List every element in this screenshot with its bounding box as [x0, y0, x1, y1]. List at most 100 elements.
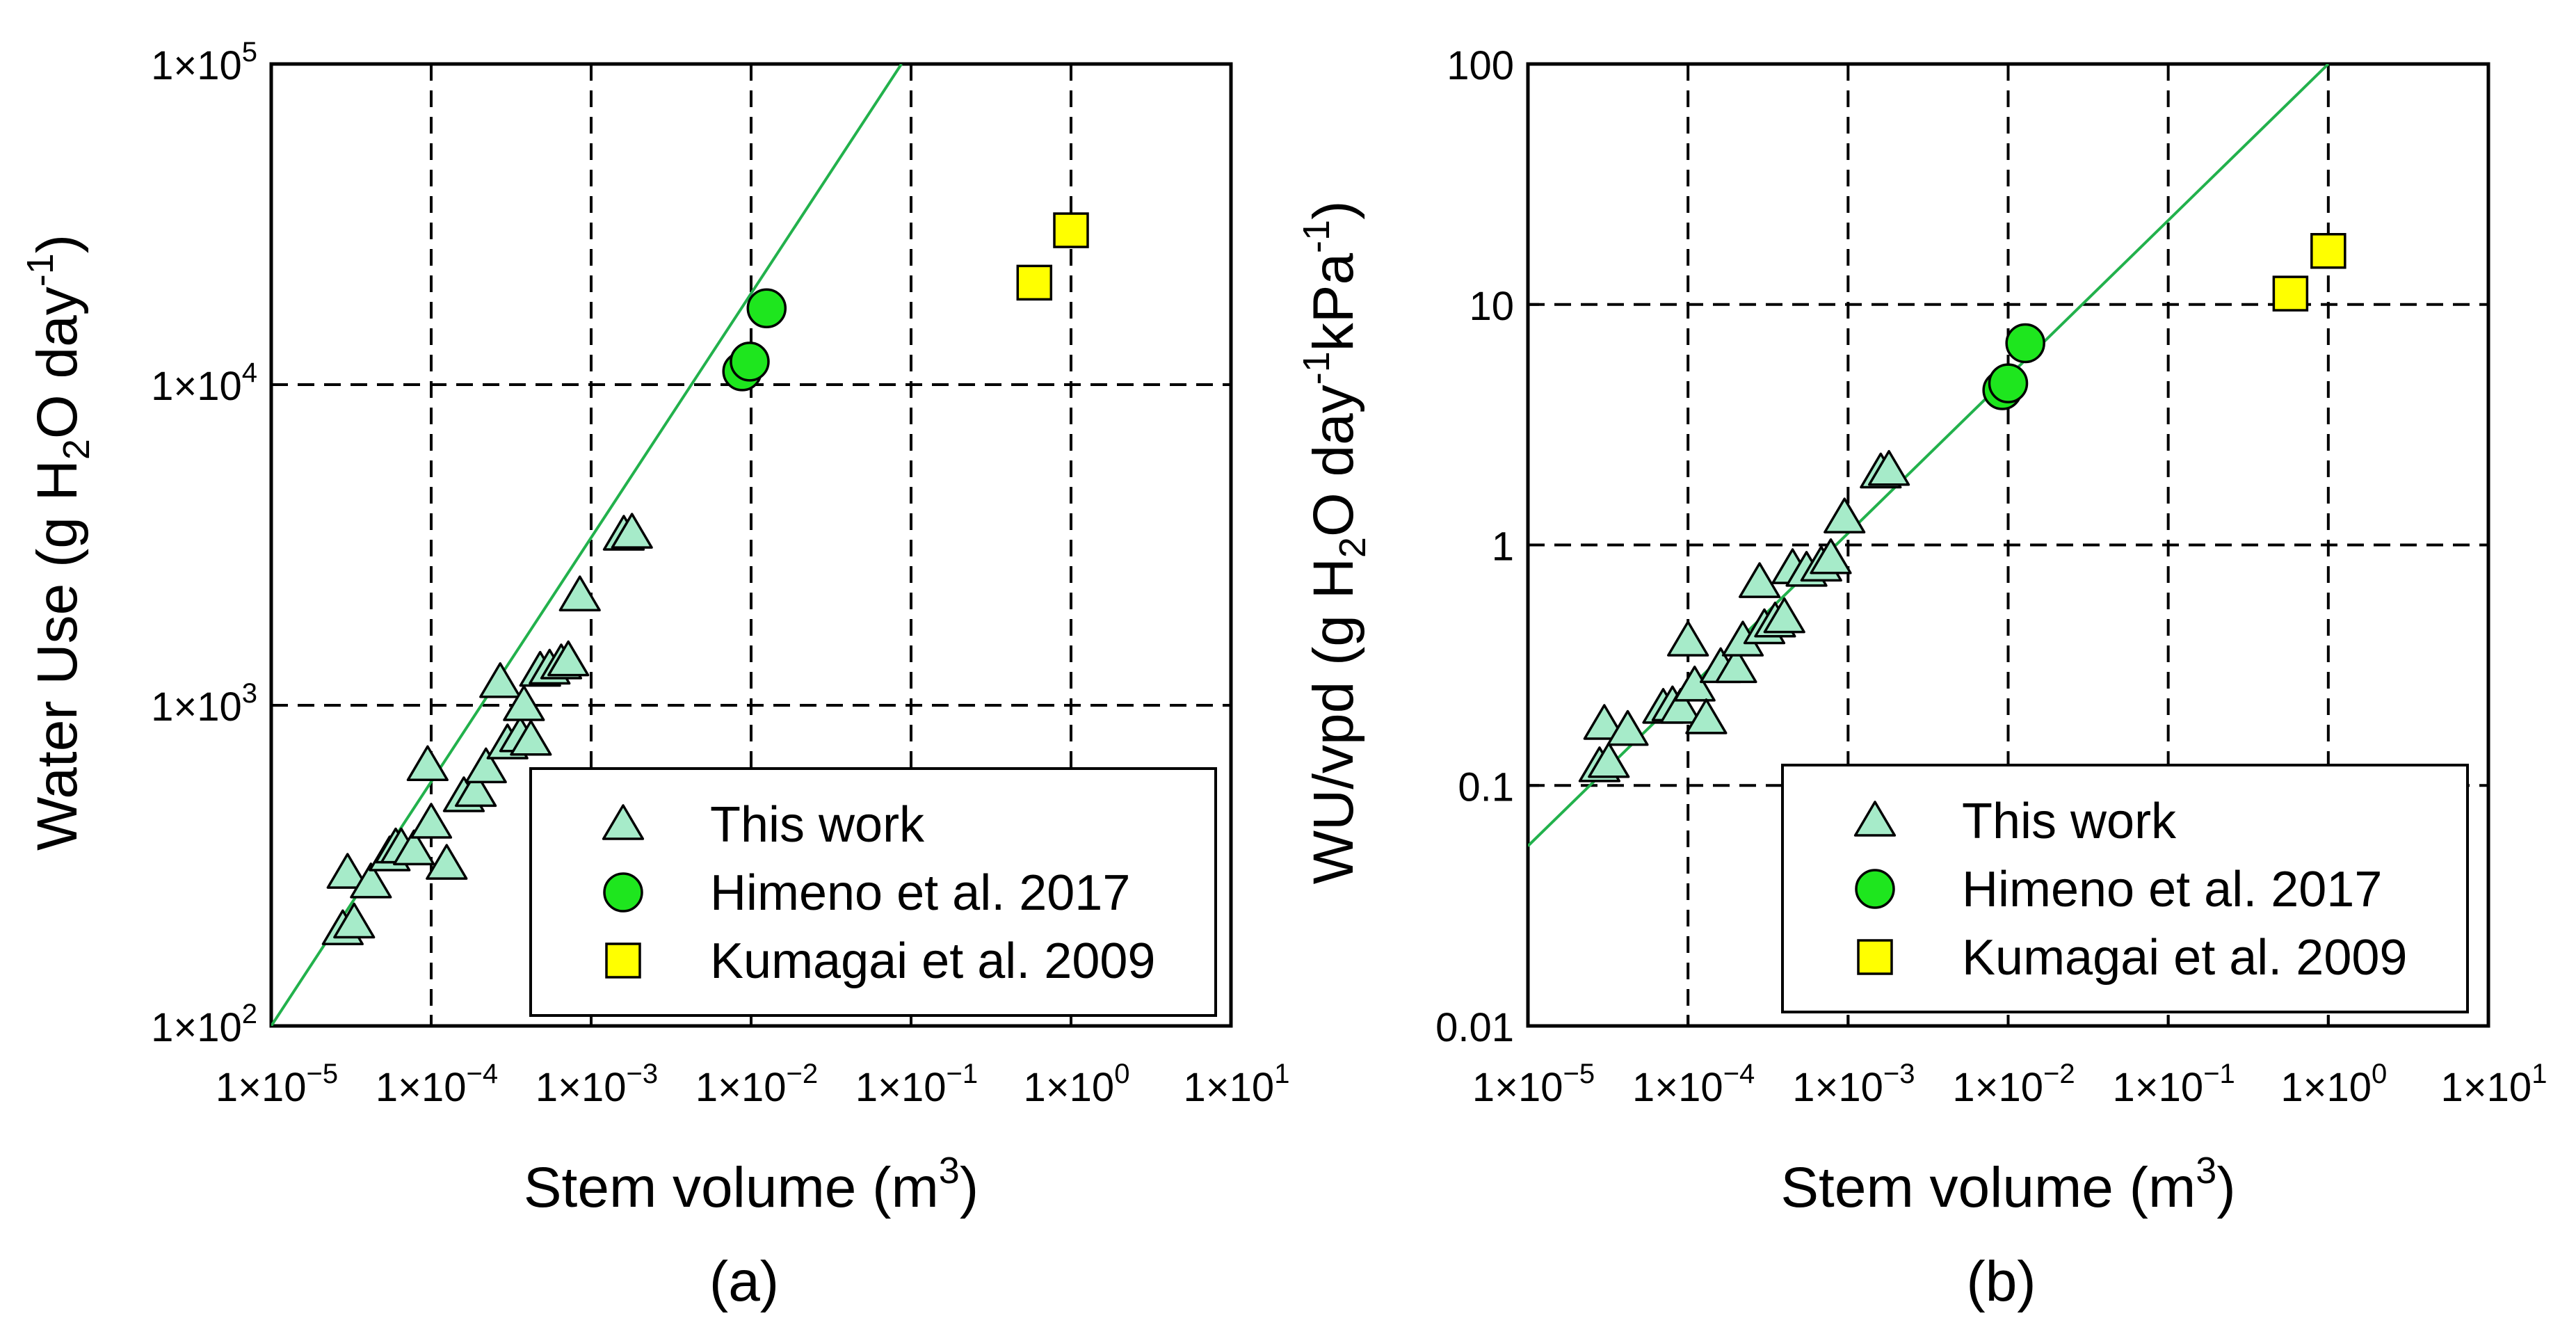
- panel-label: (a): [709, 1250, 779, 1313]
- y-axis-label: Water Use (g H2O day-1): [19, 234, 97, 851]
- data-point-triangle: [1715, 647, 1757, 684]
- legend-label: This work: [1962, 794, 2177, 849]
- x-tick-mantissa: 1×10: [695, 1065, 787, 1110]
- data-point-triangle: [350, 862, 392, 899]
- x-tick-exponent: −4: [1723, 1059, 1755, 1089]
- x-tick-label: 1×101: [1184, 1059, 1290, 1110]
- x-tick-label: 1×100: [1024, 1059, 1130, 1110]
- x-tick-mantissa: 1×10: [2113, 1065, 2204, 1110]
- y-axis-label-part: ): [26, 234, 89, 253]
- legend-marker-square: [605, 942, 641, 979]
- data-point-triangle: [326, 853, 369, 889]
- x-tick-exponent: 0: [2372, 1059, 2387, 1089]
- x-tick-label: 1×10−4: [376, 1059, 498, 1110]
- axis-ticks: [1527, 63, 2490, 1027]
- y-axis-label-part: ): [1302, 201, 1365, 220]
- data-point-triangle: [558, 575, 601, 611]
- panel-a-chart: 1×10−5 1×10−4 1×10−3 1×10−2 1×10−1 1×100 1×101…: [19, 37, 1289, 1313]
- y-tick-label: 1: [1492, 524, 1514, 570]
- x-axis-label-text: Stem volume (m: [524, 1156, 939, 1219]
- y-axis-label: WU/vpd (g H2O day-1kPa-1): [1296, 201, 1374, 885]
- data-point-triangle: [410, 803, 453, 839]
- data-point-triangle: [1667, 620, 1709, 657]
- legend-marker-triangle: [602, 804, 645, 840]
- x-axis-label-end: ): [960, 1156, 979, 1219]
- y-tick-value: 10: [1469, 284, 1514, 329]
- data-point-triangle: [333, 902, 376, 939]
- y-tick-label: 0.1: [1458, 764, 1514, 810]
- y-tick-exponent: 4: [242, 358, 257, 388]
- data-point-circle: [746, 288, 787, 329]
- legend-marker-circle: [1855, 869, 1895, 909]
- data-point-triangle: [1738, 562, 1781, 598]
- data-point-triangle: [1607, 709, 1649, 746]
- legend-marker-circle: [603, 872, 643, 913]
- x-tick-exponent: 1: [2531, 1059, 2547, 1089]
- y-tick-exponent: 5: [242, 37, 257, 67]
- legend-label: Himeno et al. 2017: [710, 865, 1130, 921]
- x-tick-exponent: −5: [1563, 1059, 1595, 1089]
- legend-marker-square: [1857, 939, 1893, 975]
- axis-ticks: [270, 63, 1232, 1027]
- x-tick-exponent: −5: [307, 1059, 339, 1089]
- data-point-square: [1016, 264, 1053, 301]
- series-circle: [1982, 323, 2045, 410]
- series-triangle: [1578, 449, 1910, 782]
- x-tick-label: 1×10−3: [1792, 1059, 1915, 1110]
- data-point-square: [1053, 212, 1089, 248]
- x-tick-mantissa: 1×10: [1024, 1065, 1115, 1110]
- x-tick-label: 1×10−3: [536, 1059, 658, 1110]
- data-point-triangle: [465, 747, 507, 784]
- y-tick-value: 0.1: [1458, 764, 1514, 810]
- x-tick-exponent: −1: [2203, 1059, 2235, 1089]
- y-axis-label-part: kPa: [1302, 253, 1365, 352]
- data-point-triangle: [479, 662, 522, 698]
- y-axis-label-sup: -1: [1296, 351, 1337, 385]
- series-triangle: [321, 513, 653, 946]
- data-point-triangle: [1685, 698, 1728, 734]
- data-point-triangle: [1763, 597, 1805, 634]
- data-point-triangle: [1588, 741, 1630, 778]
- data-point-triangle: [1673, 666, 1716, 702]
- data-point-triangle: [1583, 704, 1625, 740]
- panel-b-chart: 1×10−5 1×10−4 1×10−3 1×10−2 1×10−1 1×100 1×101…: [1296, 43, 2547, 1313]
- x-tick-mantissa: 1×10: [1472, 1065, 1563, 1110]
- y-tick-mantissa: 1×10: [151, 684, 242, 730]
- x-tick-label: 1×10−5: [1472, 1059, 1595, 1110]
- series-square: [2272, 232, 2346, 312]
- data-point-circle: [1988, 363, 2029, 403]
- y-tick-label: 1×103: [151, 678, 257, 730]
- data-point-triangle: [426, 844, 468, 880]
- x-tick-label: 1×101: [2441, 1059, 2547, 1110]
- legend-box: [529, 767, 1217, 1017]
- legend: This work Himeno et al. 2017 Kumagai et al…: [529, 767, 1217, 1017]
- x-tick-exponent: −3: [627, 1059, 659, 1089]
- x-tick-mantissa: 1×10: [376, 1065, 467, 1110]
- x-tick-label: 1×10−5: [216, 1059, 338, 1110]
- y-tick-label: 100: [1447, 43, 1514, 88]
- legend: This work Himeno et al. 2017 Kumagai et al…: [1781, 764, 2469, 1013]
- series-square: [1016, 212, 1089, 301]
- x-tick-mantissa: 1×10: [1952, 1065, 2043, 1110]
- data-point-triangle: [393, 829, 435, 866]
- x-tick-mantissa: 1×10: [2441, 1065, 2532, 1110]
- x-tick-mantissa: 1×10: [1184, 1065, 1275, 1110]
- y-axis-label-part: O day: [1302, 385, 1365, 537]
- y-tick-exponent: 2: [242, 999, 257, 1029]
- legend-label: Himeno et al. 2017: [1962, 862, 2382, 917]
- x-tick-exponent: 1: [1274, 1059, 1289, 1089]
- data-point-triangle: [1659, 688, 1702, 724]
- data-point-circle: [730, 342, 770, 382]
- x-axis-label-sup: 3: [2196, 1150, 2216, 1191]
- y-tick-label: 1×104: [151, 358, 257, 409]
- data-point-square: [2272, 275, 2309, 312]
- x-axis-label: Stem volume (m3): [524, 1150, 979, 1219]
- x-tick-mantissa: 1×10: [536, 1065, 627, 1110]
- x-tick-label: 1×10−1: [2113, 1059, 2235, 1110]
- data-point-triangle: [406, 745, 449, 782]
- x-tick-exponent: −2: [787, 1059, 819, 1089]
- x-tick-mantissa: 1×10: [2280, 1065, 2372, 1110]
- data-point-circle: [2005, 323, 2045, 364]
- y-tick-label: 0.01: [1435, 1005, 1514, 1050]
